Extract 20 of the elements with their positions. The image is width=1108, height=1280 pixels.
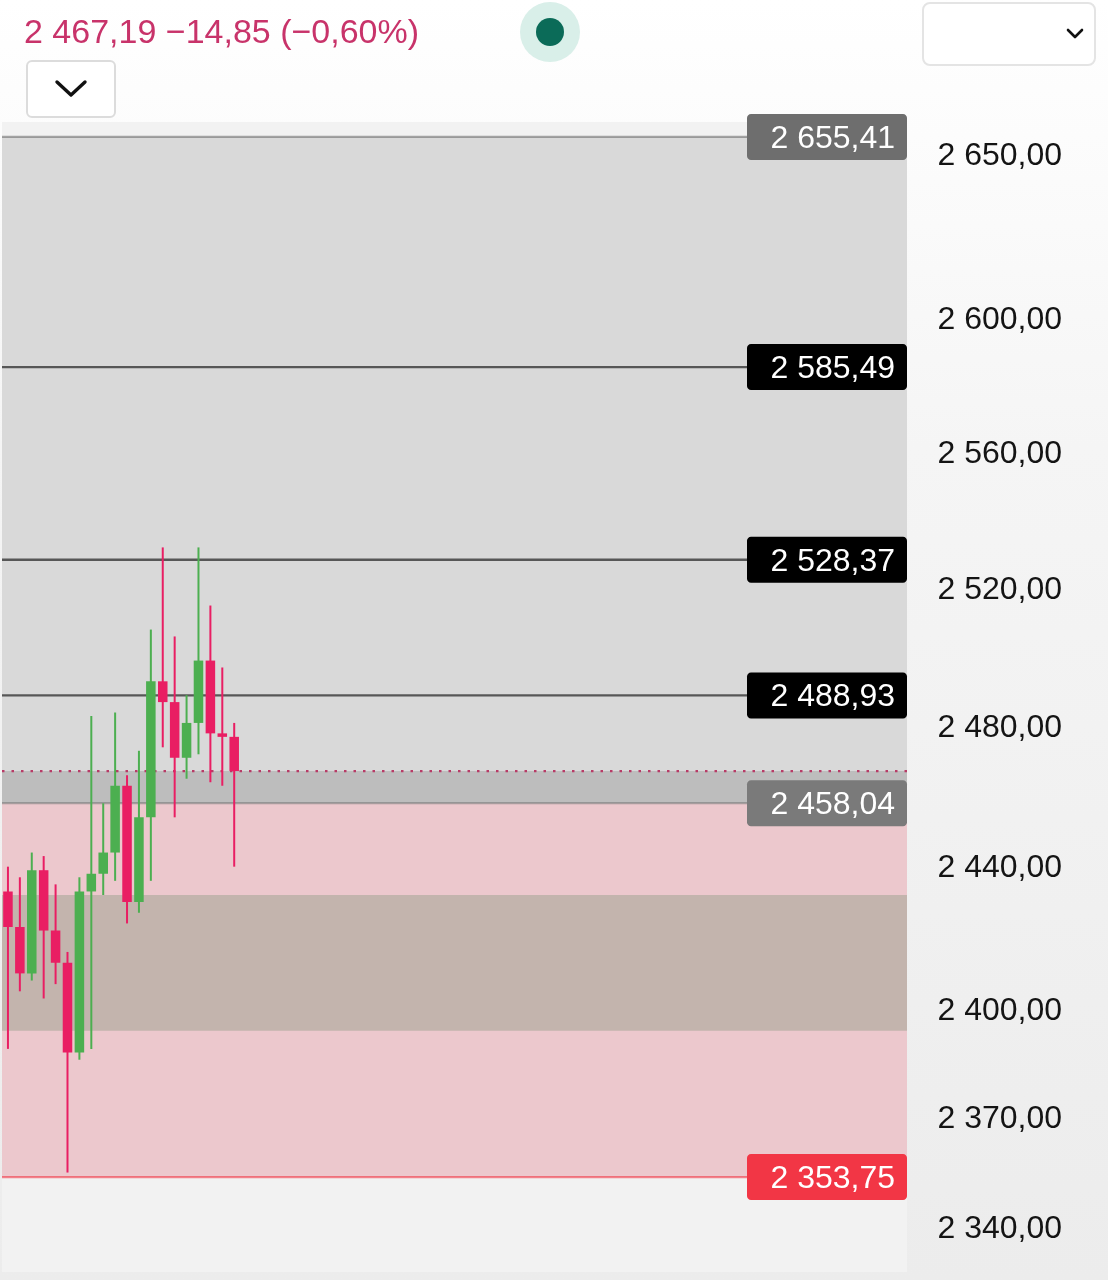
chart-subtitle: 2 467,19 −14,85 (−0,60%) [24,12,420,51]
y-tick-label: 2 340,00 [937,1209,1063,1246]
candlestick [86,714,97,1050]
candlestick [157,546,168,749]
y-tick-label: 2 650,00 [937,135,1063,172]
y-tick-label: 2 560,00 [937,434,1063,471]
y-tick-label: 2 440,00 [937,848,1063,885]
y-tick-label: 2 400,00 [937,990,1063,1027]
ref-line-label: 2 488,93 [770,677,895,714]
y-tick-label: 2 480,00 [937,707,1063,744]
y-tick-label: 2 600,00 [937,300,1063,337]
ref-line-label: 2 458,04 [770,785,895,822]
ref-line-label: 2 585,49 [770,349,895,386]
candlestick [98,802,108,896]
ref-line-label: 2 353,75 [770,1159,895,1196]
candlestick [217,666,228,787]
ref-line-label: 2 655,41 [770,118,895,155]
y-tick-label: 2 520,00 [937,569,1063,606]
y-tick-label: 2 370,00 [937,1099,1063,1136]
ref-line-label: 2 528,37 [770,541,895,578]
